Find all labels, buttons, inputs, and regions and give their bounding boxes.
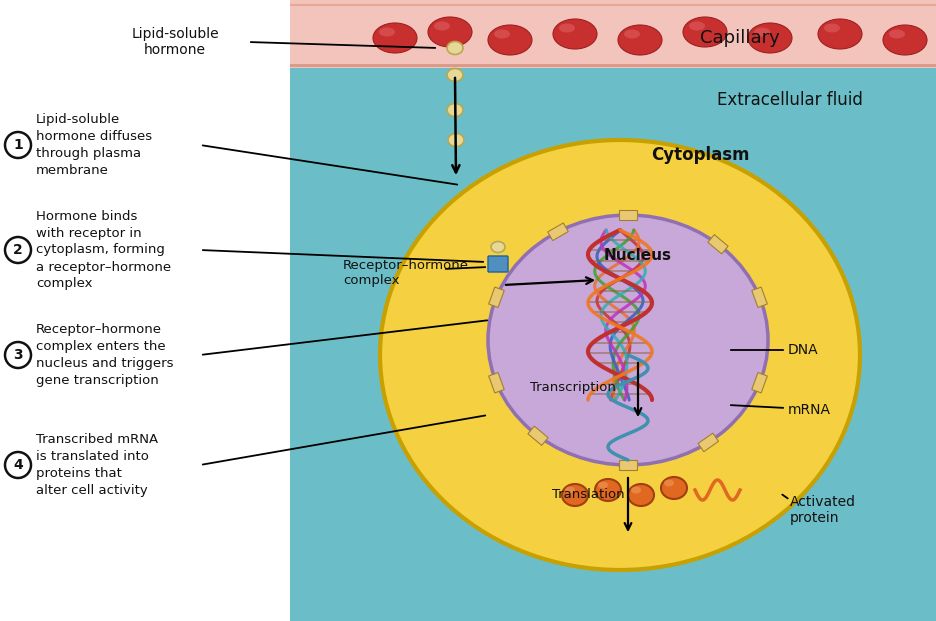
Ellipse shape — [428, 17, 472, 47]
Ellipse shape — [747, 23, 791, 53]
Circle shape — [5, 132, 31, 158]
Ellipse shape — [446, 68, 462, 81]
Ellipse shape — [380, 140, 859, 570]
Text: 4: 4 — [13, 458, 22, 472]
Ellipse shape — [623, 30, 639, 39]
Bar — [0, 0, 289, 68]
Ellipse shape — [823, 24, 839, 32]
Text: 1: 1 — [13, 138, 22, 152]
Ellipse shape — [446, 42, 462, 55]
Ellipse shape — [488, 25, 532, 55]
Text: Receptor–hormone
complex enters the
nucleus and triggers
gene transcription: Receptor–hormone complex enters the nucl… — [36, 323, 173, 387]
Text: Transcribed mRNA
is translated into
proteins that
alter cell activity: Transcribed mRNA is translated into prot… — [36, 433, 158, 497]
Ellipse shape — [447, 134, 463, 147]
Ellipse shape — [552, 19, 596, 49]
Text: Receptor–hormone
complex: Receptor–hormone complex — [343, 259, 469, 287]
Text: Cytoplasm: Cytoplasm — [651, 146, 749, 164]
Text: Nucleus: Nucleus — [604, 248, 671, 263]
Ellipse shape — [559, 24, 575, 32]
Ellipse shape — [618, 25, 662, 55]
Polygon shape — [751, 287, 767, 307]
Polygon shape — [527, 426, 548, 445]
Ellipse shape — [493, 30, 509, 39]
Polygon shape — [751, 373, 767, 393]
Text: Hormone binds
with receptor in
cytoplasm, forming
a receptor–hormone
complex: Hormone binds with receptor in cytoplasm… — [36, 209, 171, 291]
Polygon shape — [489, 373, 504, 393]
Ellipse shape — [597, 481, 607, 489]
Text: Capillary: Capillary — [699, 29, 779, 47]
Circle shape — [5, 237, 31, 263]
Ellipse shape — [594, 479, 621, 501]
Ellipse shape — [888, 30, 904, 39]
Ellipse shape — [627, 484, 653, 506]
Text: Transcription: Transcription — [530, 381, 615, 394]
Circle shape — [5, 452, 31, 478]
Ellipse shape — [562, 484, 588, 506]
Text: mRNA: mRNA — [787, 403, 830, 417]
Ellipse shape — [446, 104, 462, 117]
Ellipse shape — [817, 19, 861, 49]
Polygon shape — [619, 460, 636, 470]
Ellipse shape — [564, 486, 575, 494]
Ellipse shape — [490, 242, 505, 253]
Ellipse shape — [682, 17, 726, 47]
Text: DNA: DNA — [787, 343, 818, 357]
Text: Translation: Translation — [551, 489, 623, 502]
Polygon shape — [489, 287, 504, 307]
Ellipse shape — [688, 22, 704, 30]
Bar — [289, 0, 936, 621]
Text: 3: 3 — [13, 348, 22, 362]
Ellipse shape — [488, 215, 768, 465]
Polygon shape — [697, 433, 718, 451]
Polygon shape — [619, 210, 636, 220]
Bar — [0, 0, 289, 621]
Circle shape — [5, 342, 31, 368]
Text: Lipid-soluble
hormone diffuses
through plasma
membrane: Lipid-soluble hormone diffuses through p… — [36, 113, 152, 177]
Polygon shape — [548, 223, 568, 240]
Ellipse shape — [378, 27, 395, 37]
Ellipse shape — [664, 479, 673, 486]
Ellipse shape — [433, 22, 449, 30]
Text: Lipid-soluble
hormone: Lipid-soluble hormone — [131, 27, 219, 57]
Ellipse shape — [753, 27, 769, 37]
Ellipse shape — [882, 25, 926, 55]
Text: Activated
protein: Activated protein — [789, 495, 856, 525]
Ellipse shape — [660, 477, 686, 499]
Ellipse shape — [373, 23, 417, 53]
Ellipse shape — [630, 486, 640, 494]
Polygon shape — [707, 235, 727, 254]
Text: 2: 2 — [13, 243, 22, 257]
Text: Extracellular fluid: Extracellular fluid — [716, 91, 862, 109]
Bar — [0, 0, 936, 68]
FancyBboxPatch shape — [488, 256, 507, 272]
